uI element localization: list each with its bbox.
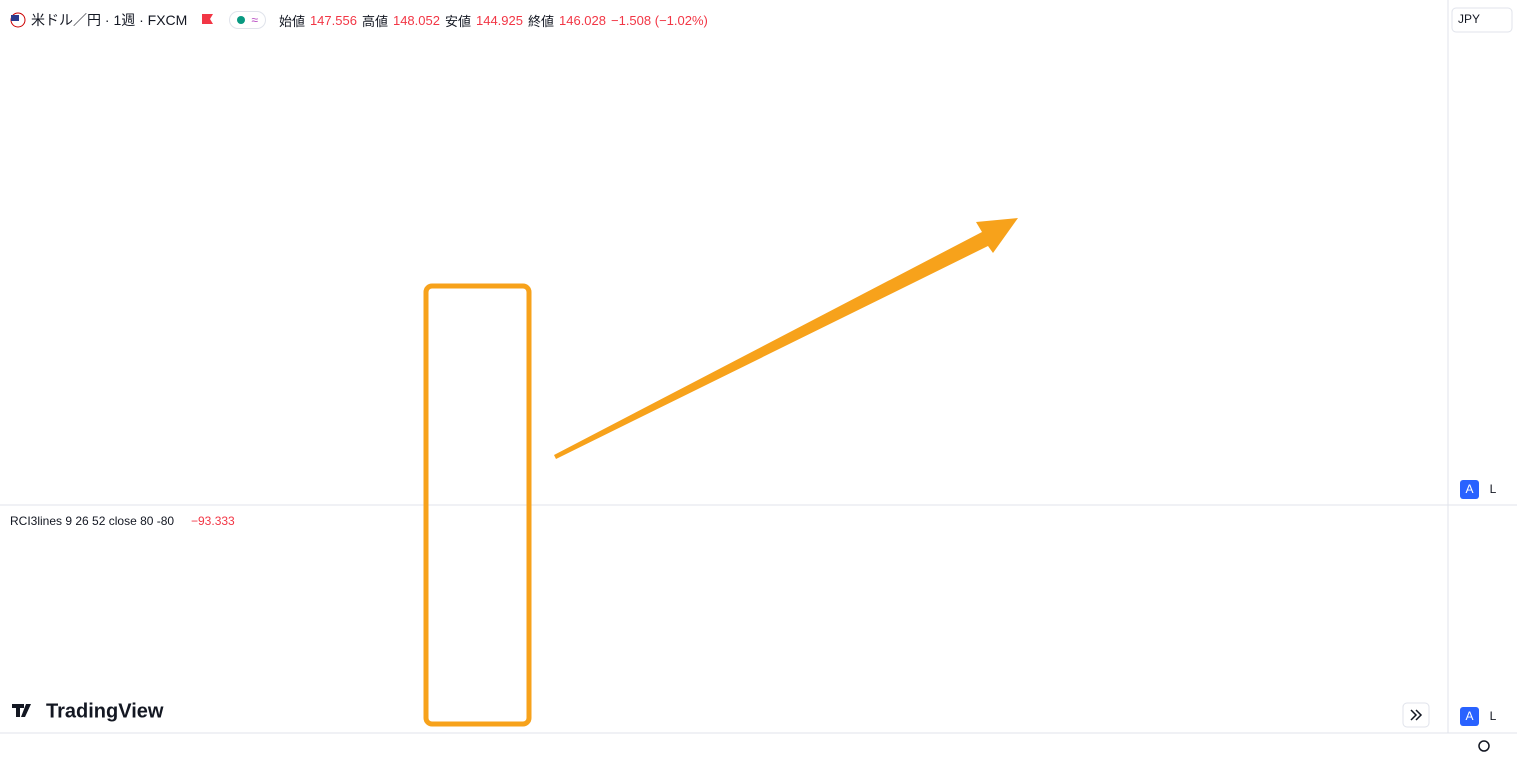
low-label: 安値 bbox=[444, 13, 471, 29]
high-value: 148.052 bbox=[392, 12, 440, 28]
header: 米ドル／円 · 1週 · FXCM ≈ 始値 147.556 高値 148.052 … bbox=[10, 10, 708, 30]
status-pill[interactable]: ≈ bbox=[229, 11, 266, 29]
settings-icon[interactable] bbox=[1478, 740, 1490, 752]
open-value: 147.556 bbox=[309, 12, 357, 28]
open-label: 始値 bbox=[278, 13, 305, 29]
flag-marker[interactable] bbox=[200, 12, 216, 28]
auto-button[interactable] bbox=[1460, 480, 1479, 499]
close-label: 終値 bbox=[527, 13, 554, 29]
trend-arrow bbox=[554, 218, 1018, 459]
flag-icon bbox=[10, 12, 26, 28]
auto-button-2[interactable] bbox=[1460, 707, 1479, 726]
logo-mark bbox=[12, 704, 31, 717]
close-value: 146.028 bbox=[559, 12, 606, 28]
change: −1.508 (−1.02%) bbox=[611, 12, 708, 28]
indicator-value: −93.333 bbox=[191, 514, 235, 528]
high-label: 高値 bbox=[361, 13, 388, 29]
currency[interactable]: JPY bbox=[1458, 12, 1480, 26]
scroll-icon[interactable] bbox=[1410, 709, 1423, 721]
status-dot bbox=[237, 16, 246, 24]
logo-text: TradingView bbox=[46, 700, 164, 722]
auto-label[interactable]: A bbox=[1465, 482, 1473, 496]
indicator-title: RCI3lines 9 26 52 close 80 -80 bbox=[10, 514, 174, 528]
log-label-2[interactable]: L bbox=[1490, 709, 1497, 723]
symbol: 米ドル／円 · 1週 · FXCM bbox=[31, 12, 188, 28]
highlight-box bbox=[423, 283, 532, 727]
log-label[interactable]: L bbox=[1490, 482, 1497, 496]
low-value: 144.925 bbox=[475, 12, 523, 28]
auto-label-2[interactable]: A bbox=[1465, 709, 1473, 723]
currency-button[interactable] bbox=[1451, 7, 1513, 33]
